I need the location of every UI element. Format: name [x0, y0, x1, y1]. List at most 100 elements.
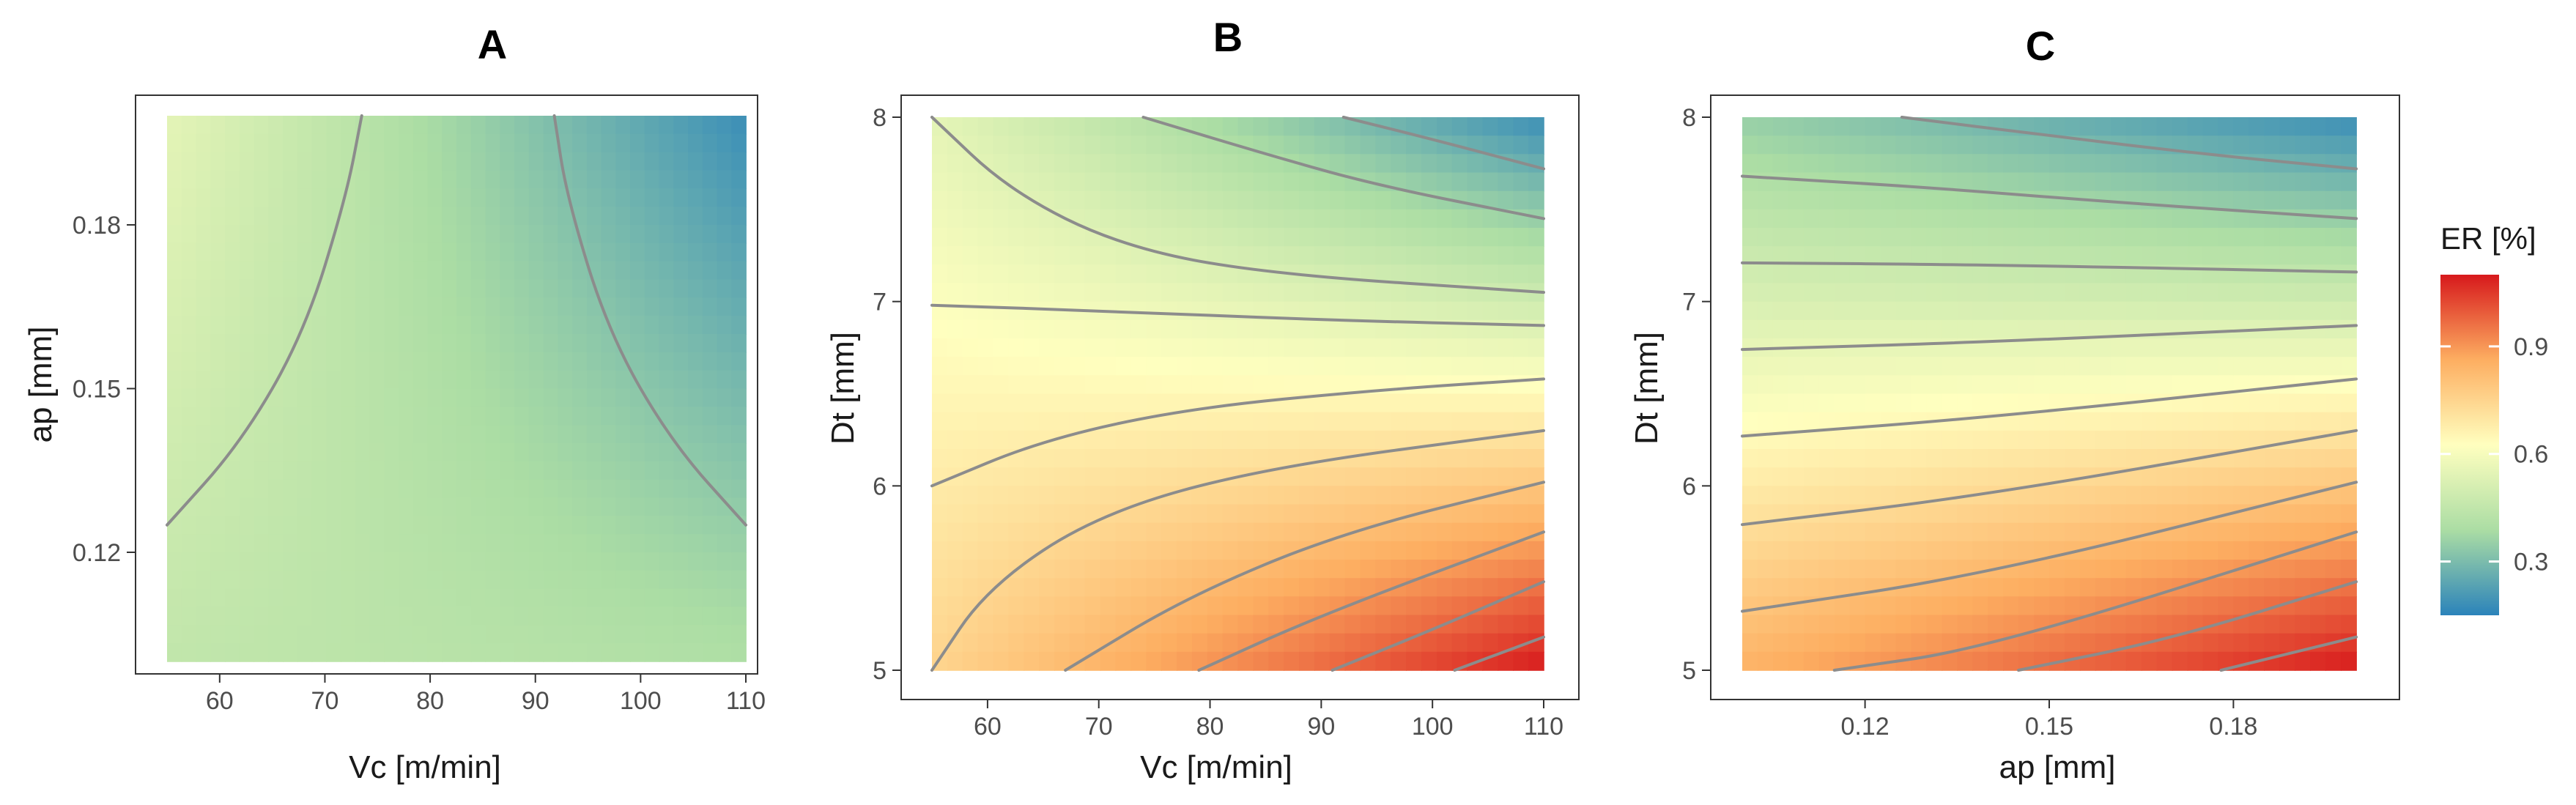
heatmap-cell	[932, 190, 948, 210]
heatmap-cell	[399, 370, 414, 390]
heatmap-cell	[1084, 596, 1101, 616]
heatmap-cell	[1039, 633, 1055, 653]
heatmap-cell	[283, 152, 298, 171]
heatmap-cell	[514, 643, 530, 662]
heatmap-cell	[326, 334, 341, 353]
heatmap-cell	[239, 188, 255, 207]
heatmap-cell	[1130, 154, 1147, 174]
heatmap-cell	[2172, 651, 2188, 671]
heatmap-cell	[239, 461, 255, 481]
heatmap-cell	[427, 170, 443, 190]
heatmap-cell	[1742, 357, 1758, 376]
heatmap-cell	[1191, 357, 1208, 376]
heatmap-cell	[268, 225, 284, 244]
heatmap-cell	[355, 207, 371, 226]
heatmap-cell	[399, 316, 414, 335]
heatmap-cell	[2064, 319, 2081, 339]
heatmap-cell	[1253, 578, 1270, 598]
heatmap-cell	[1513, 246, 1529, 266]
heatmap-cell	[1757, 190, 1774, 210]
heatmap-cell	[253, 261, 270, 281]
heatmap-cell	[586, 207, 602, 226]
heatmap-cell	[2049, 338, 2065, 357]
heatmap-cell	[1177, 190, 1193, 210]
heatmap-cell	[1865, 596, 1881, 616]
heatmap-cell	[1253, 615, 1270, 634]
heatmap-cell	[268, 588, 284, 608]
heatmap-cell	[2295, 117, 2311, 136]
heatmap-cell	[384, 643, 399, 662]
heatmap-cell	[1329, 209, 1346, 229]
heatmap-cell	[572, 152, 588, 171]
heatmap-cell	[947, 136, 963, 155]
heatmap-cell	[962, 283, 979, 303]
heatmap-cell	[1818, 522, 1835, 542]
heatmap-cell	[2202, 596, 2219, 616]
heatmap-cell	[1069, 615, 1086, 634]
heatmap-cell	[369, 552, 385, 571]
heatmap-cell	[1942, 117, 1958, 136]
heatmap-cell	[1314, 283, 1330, 303]
heatmap-cell	[2172, 319, 2188, 339]
heatmap-cell	[543, 479, 559, 499]
heatmap-cell	[1130, 412, 1147, 431]
heatmap-cell	[1237, 578, 1254, 598]
heatmap-cell	[1895, 596, 1912, 616]
heatmap-cell	[1988, 117, 2004, 136]
heatmap-cell	[167, 116, 182, 135]
heatmap-cell	[993, 283, 1010, 303]
heatmap-cell	[1161, 578, 1177, 598]
heatmap-cell	[1237, 117, 1254, 136]
heatmap-cell	[615, 316, 631, 335]
heatmap-cell	[1988, 578, 2004, 598]
heatmap-cell	[1161, 430, 1177, 450]
heatmap-cell	[1436, 264, 1453, 284]
heatmap-cell	[1329, 246, 1346, 266]
heatmap-cell	[702, 606, 718, 626]
heatmap-cell	[2325, 209, 2342, 229]
heatmap-cell	[225, 606, 240, 626]
heatmap-cell	[297, 352, 313, 371]
heatmap-cell	[528, 152, 544, 171]
heatmap-cell	[1482, 209, 1499, 229]
heatmap-cell	[1008, 283, 1025, 303]
heatmap-cell	[717, 116, 733, 135]
heatmap-cell	[1451, 264, 1468, 284]
heatmap-cell	[311, 552, 327, 571]
heatmap-cell	[196, 261, 212, 281]
heatmap-cell	[1895, 522, 1912, 542]
heatmap-cell	[1972, 172, 1989, 192]
heatmap-cell	[2295, 338, 2311, 357]
heatmap-cell	[1344, 283, 1361, 303]
heatmap-cell	[355, 152, 371, 171]
heatmap-cell	[1849, 154, 1866, 174]
heatmap-cell	[688, 570, 703, 590]
heatmap-cell	[196, 552, 212, 571]
heatmap-cell	[239, 425, 255, 444]
heatmap-cell	[1406, 357, 1422, 376]
heatmap-cell	[1284, 338, 1300, 357]
heatmap-cell	[1818, 449, 1835, 468]
heatmap-cell	[731, 643, 747, 662]
heatmap-cell	[1972, 430, 1989, 450]
heatmap-cell	[2295, 504, 2311, 524]
heatmap-cell	[1344, 190, 1361, 210]
heatmap-cell	[1207, 264, 1224, 284]
heatmap-cell	[399, 152, 414, 171]
heatmap-cell	[1895, 375, 1912, 395]
heatmap-cell	[2079, 264, 2096, 284]
heatmap-cell	[384, 352, 399, 371]
heatmap-cell	[1284, 319, 1300, 339]
heatmap-cell	[2064, 486, 2081, 505]
heatmap-cell	[1054, 596, 1070, 616]
heatmap-cell	[1818, 596, 1835, 616]
heatmap-cell	[1926, 154, 1943, 174]
heatmap-cell	[2264, 596, 2281, 616]
heatmap-cell	[2018, 522, 2035, 542]
heatmap-cell	[1957, 467, 1974, 487]
heatmap-cell	[688, 297, 703, 316]
heatmap-cell	[2125, 633, 2142, 653]
heatmap-cell	[427, 316, 443, 335]
heatmap-cell	[572, 261, 588, 281]
heatmap-cell	[1207, 541, 1224, 560]
